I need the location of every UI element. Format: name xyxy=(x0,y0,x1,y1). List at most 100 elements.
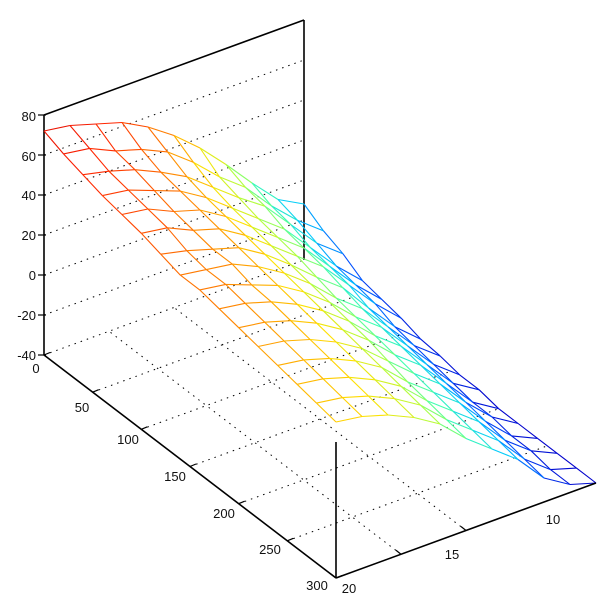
mesh-segment xyxy=(284,272,311,285)
mesh-segment xyxy=(277,285,298,305)
mesh-segment xyxy=(212,248,233,265)
col-grid-line xyxy=(108,330,402,555)
mesh-segment xyxy=(219,302,246,310)
mesh-segment xyxy=(368,395,395,400)
mesh-segment xyxy=(290,224,311,248)
mesh-segment xyxy=(400,345,428,366)
row-tick xyxy=(238,500,245,505)
z-tick-label: 40 xyxy=(22,188,36,203)
mesh-segment xyxy=(478,421,499,441)
mesh-segment xyxy=(225,284,246,304)
mesh-segment xyxy=(368,339,395,356)
mesh-segment xyxy=(238,321,265,329)
mesh-segment xyxy=(348,320,370,341)
mesh-segment xyxy=(257,340,285,348)
mesh-segment xyxy=(342,329,369,341)
mesh-segment xyxy=(310,338,337,343)
mesh-segment xyxy=(290,264,318,278)
mesh-segment xyxy=(335,297,357,318)
mesh-segment xyxy=(316,276,337,299)
back-frame xyxy=(43,19,305,355)
mesh-segment xyxy=(141,148,168,153)
mesh-segment xyxy=(296,383,317,404)
mesh-segment xyxy=(316,242,344,255)
mesh-segment xyxy=(102,195,123,215)
mesh-segment xyxy=(355,316,376,337)
mesh-segment xyxy=(258,218,285,230)
mesh-segment xyxy=(342,253,363,281)
mesh-segment xyxy=(374,379,402,387)
mesh-segment xyxy=(342,329,363,349)
mesh-segment xyxy=(413,416,441,425)
mesh-segment xyxy=(147,126,168,153)
mesh-segment xyxy=(394,354,421,366)
mesh-segment xyxy=(407,345,435,365)
mesh-segment xyxy=(225,215,253,228)
mesh-segment xyxy=(277,237,298,257)
mesh-segment xyxy=(296,255,318,278)
mesh-segment xyxy=(342,395,369,399)
row-tick xyxy=(335,574,343,579)
mesh-segment xyxy=(342,287,370,309)
mesh-segment xyxy=(271,301,298,305)
mesh-segment xyxy=(218,308,240,329)
mesh-segment xyxy=(413,345,435,365)
mesh-segment xyxy=(303,247,324,268)
mesh-segment xyxy=(329,266,350,286)
col-tick xyxy=(460,526,467,531)
mesh-segment xyxy=(349,376,376,381)
z-grid-line xyxy=(43,99,305,196)
mesh-segment xyxy=(258,266,285,274)
mesh-segment xyxy=(108,170,129,191)
mesh-segment xyxy=(485,420,512,437)
mesh-segment xyxy=(511,435,538,439)
row-tick-label: 150 xyxy=(164,469,186,484)
mesh-segment xyxy=(530,450,551,470)
mesh-segment xyxy=(322,310,350,322)
mesh-segment xyxy=(108,169,135,172)
mesh-segment xyxy=(160,171,181,192)
mesh-segment xyxy=(329,266,357,286)
mesh-segment xyxy=(121,208,149,216)
mesh-segment xyxy=(374,335,402,347)
mesh-segment xyxy=(316,397,343,404)
mesh-segment xyxy=(297,220,318,244)
col-tick-label: 15 xyxy=(445,547,459,562)
mesh-segment xyxy=(336,265,357,286)
mesh-segment xyxy=(335,415,363,423)
mesh-segment xyxy=(283,272,305,293)
col-tick xyxy=(330,573,337,579)
mesh-segment xyxy=(219,228,246,236)
mesh-segment xyxy=(446,419,473,431)
mesh-segment xyxy=(348,320,376,337)
mesh-segment xyxy=(199,209,227,218)
mesh-segment xyxy=(251,226,279,239)
mesh-segment xyxy=(310,283,337,299)
mesh-segment xyxy=(212,247,239,250)
z-tick-label: -20 xyxy=(17,308,36,323)
mesh-segment xyxy=(400,385,421,406)
mesh-segment xyxy=(141,227,168,234)
mesh-segment xyxy=(355,360,376,381)
mesh-segment xyxy=(322,266,344,289)
mesh-segment xyxy=(43,130,64,155)
mesh-segment xyxy=(43,124,71,132)
mesh-segment xyxy=(459,374,480,391)
mesh-segment xyxy=(69,125,90,149)
mesh-segment xyxy=(368,307,389,328)
mesh-segment xyxy=(374,335,396,356)
mesh-segment xyxy=(556,452,577,469)
mesh-segment xyxy=(452,410,480,423)
mesh-segment xyxy=(413,373,434,393)
mesh-segment xyxy=(374,379,395,399)
z-tick-label: 60 xyxy=(22,149,36,164)
mesh-segment xyxy=(264,205,292,226)
mesh-segment xyxy=(290,224,318,244)
row-grid-line xyxy=(189,371,451,467)
mesh-segment xyxy=(232,263,259,268)
mesh-segment xyxy=(498,440,525,460)
mesh-segment xyxy=(296,378,324,385)
mesh-segment xyxy=(323,230,344,255)
mesh-segment xyxy=(173,135,194,163)
mesh-segment xyxy=(264,205,285,230)
